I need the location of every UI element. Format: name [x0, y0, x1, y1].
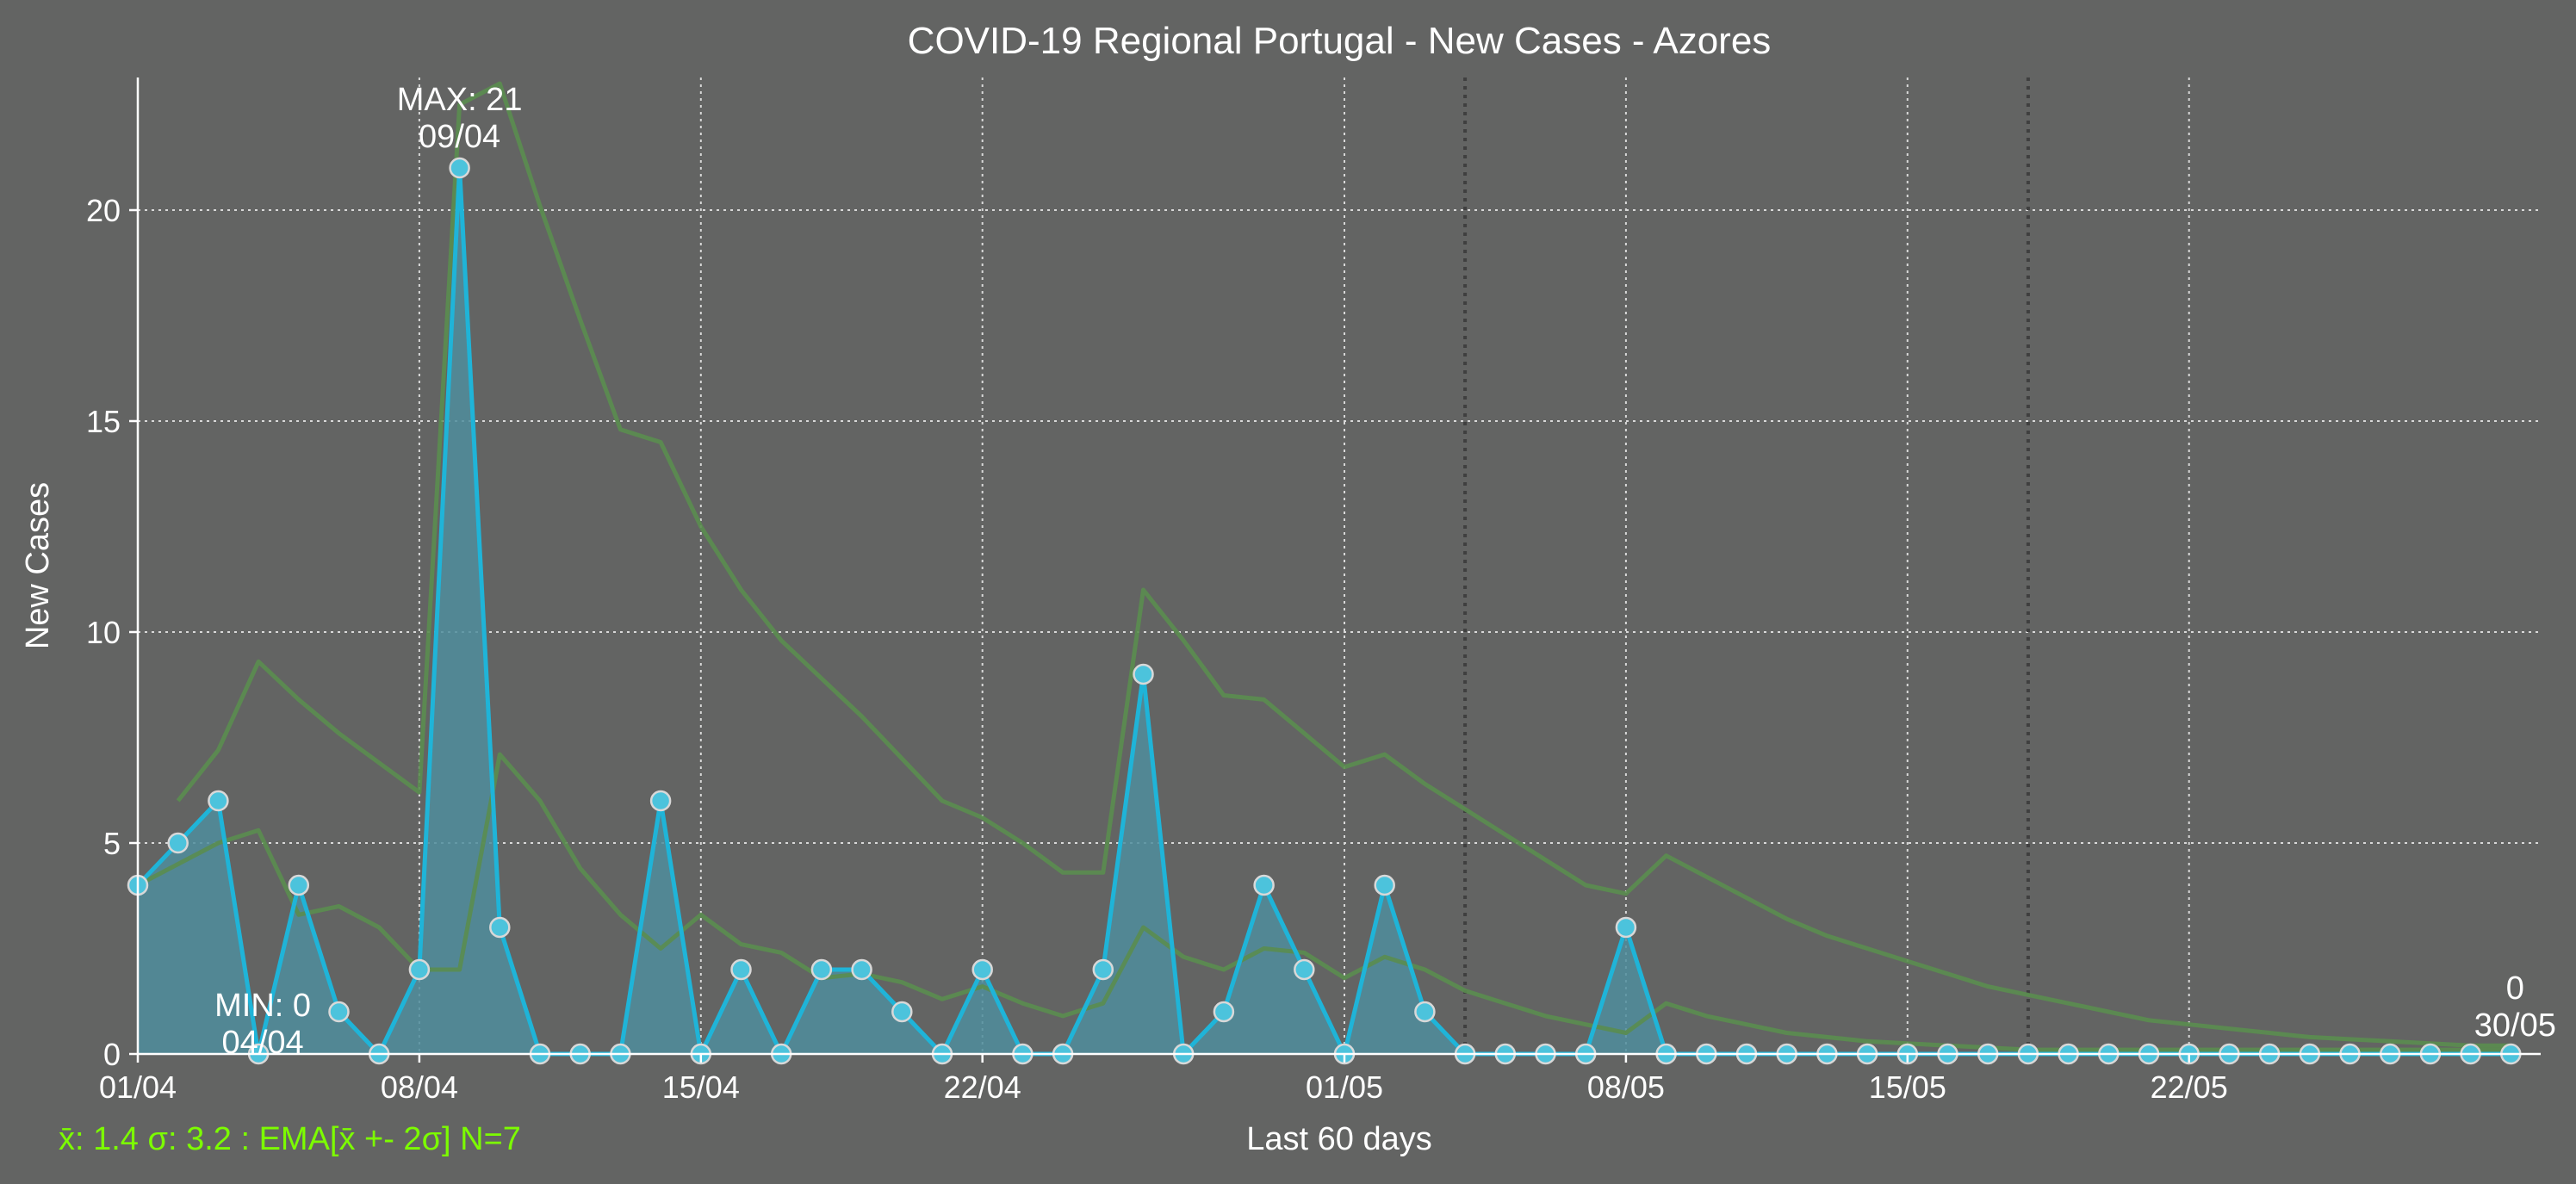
data-point: [851, 958, 872, 981]
y-tick-label: 10: [86, 615, 121, 650]
chart-title: COVID-19 Regional Portugal - New Cases -…: [908, 20, 1772, 62]
data-point: [891, 1001, 913, 1023]
data-point: [288, 874, 310, 896]
data-point: [1374, 874, 1395, 896]
data-point: [1414, 1001, 1436, 1023]
x-tick-label: 08/05: [1587, 1069, 1665, 1105]
grid-layer: [138, 77, 2541, 1054]
annotation-min-label: MIN: 0: [214, 988, 311, 1024]
y-tick-label: 5: [103, 826, 121, 861]
annotation-max-date: 09/04: [419, 119, 500, 155]
x-tick-label: 22/05: [2151, 1069, 2228, 1105]
x-tick-label: 01/04: [99, 1069, 177, 1105]
data-point: [1294, 958, 1315, 981]
y-tick-label: 15: [86, 404, 121, 439]
data-point: [1253, 874, 1275, 896]
label-layer: 0 5 10 15 20 01/04 08/04 15/04 22/04 01/05 08/05 15…: [86, 82, 2556, 1105]
data-point: [489, 916, 511, 939]
x-tick-label: 15/05: [1869, 1069, 1946, 1105]
data-point: [1615, 916, 1637, 939]
data-point: [810, 958, 833, 981]
footer-stats: x̄: 1.4 σ: 3.2 : EMA[x̄ +- 2σ] N=7: [59, 1121, 521, 1157]
annotation-max-label: MAX: 21: [397, 82, 523, 118]
x-tick-label: 08/04: [381, 1069, 458, 1105]
data-point: [208, 790, 229, 812]
x-tick-label: 22/04: [944, 1069, 1021, 1105]
data-point: [649, 790, 672, 812]
annotation-min-date: 04/04: [222, 1025, 304, 1061]
y-tick-label: 20: [86, 193, 121, 228]
annotation-last-label: 0: [2506, 970, 2524, 1007]
data-point: [971, 958, 993, 981]
axis-layer: [129, 77, 2541, 1063]
data-point: [167, 832, 189, 854]
data-point: [730, 958, 752, 981]
x-tick-label: 15/04: [662, 1069, 740, 1105]
x-tick-label: 01/05: [1306, 1069, 1383, 1105]
data-point: [449, 157, 470, 179]
annotation-last-date: 30/05: [2474, 1007, 2556, 1044]
y-axis-label: New Cases: [20, 482, 56, 649]
data-point: [1092, 958, 1114, 981]
x-axis-label: Last 60 days: [1246, 1121, 1431, 1157]
data-point: [1133, 663, 1154, 685]
ema-upper-line: [176, 81, 2511, 1048]
data-point: [328, 1001, 350, 1023]
y-tick-label: 0: [103, 1037, 121, 1072]
data-point: [408, 958, 431, 981]
data-point: [1213, 1001, 1235, 1023]
